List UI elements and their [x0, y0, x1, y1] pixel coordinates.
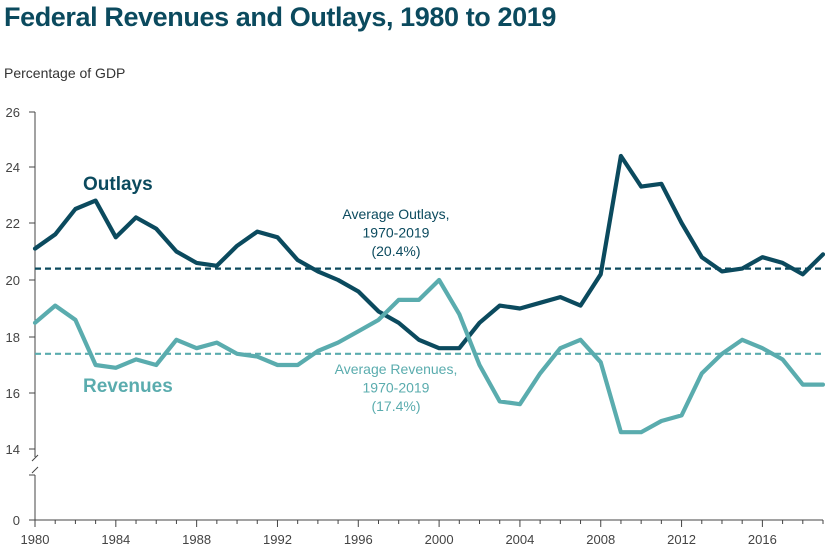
- x-tick-label: 1980: [21, 532, 50, 547]
- x-tick-label: 2008: [586, 532, 615, 547]
- axis-break-mark: [31, 454, 39, 462]
- average-revenues-annotation: Average Revenues, 1970-2019 (17.4%): [335, 361, 458, 414]
- series-lines: [32, 153, 825, 435]
- x-tick-label: 1984: [101, 532, 130, 547]
- y-tick-label: 24: [6, 160, 20, 175]
- x-tick-label: 1992: [263, 532, 292, 547]
- revenues-line: [32, 277, 825, 435]
- annotation-line: (17.4%): [371, 398, 420, 414]
- annotation-line: Average Revenues,: [335, 361, 458, 377]
- y-tick-label: 22: [6, 216, 20, 231]
- reference-lines: [35, 267, 823, 355]
- annotations: Outlays Revenues Average Outlays, 1970-2019…: [83, 174, 457, 414]
- y-tick-label: 0: [13, 513, 20, 528]
- chart-title: Federal Revenues and Outlays, 1980 to 20…: [4, 2, 556, 32]
- average-outlays-annotation: Average Outlays, 1970-2019 (20.4%): [342, 206, 449, 259]
- annotation-line: (20.4%): [371, 243, 420, 259]
- x-tick-label: 2004: [505, 532, 534, 547]
- x-tick-label: 2000: [425, 532, 454, 547]
- x-tick-label: 1988: [182, 532, 211, 547]
- y-tick-label: 14: [6, 442, 20, 457]
- annotation-line: 1970-2019: [363, 225, 430, 241]
- annotation-line: Average Outlays,: [342, 206, 449, 222]
- y-axis-label: Percentage of GDP: [4, 65, 125, 81]
- x-tick-label: 2012: [667, 532, 696, 547]
- y-tick-label: 20: [6, 273, 20, 288]
- outlays-line: [32, 153, 825, 351]
- y-tick-label: 16: [6, 386, 20, 401]
- x-tick-label: 1996: [344, 532, 373, 547]
- annotation-line: 1970-2019: [363, 380, 430, 396]
- y-tick-label: 18: [6, 330, 20, 345]
- outlays-series-label: Outlays: [83, 174, 153, 195]
- y-tick-label: 26: [6, 105, 20, 120]
- revenues-series-label: Revenues: [83, 376, 173, 397]
- axes: 0 14 16 18 20 22 24 26 1980 1984 1988 1992 1996 2000 2…: [6, 105, 824, 547]
- axis-break-mark: [31, 466, 39, 474]
- x-tick-label: 2016: [748, 532, 777, 547]
